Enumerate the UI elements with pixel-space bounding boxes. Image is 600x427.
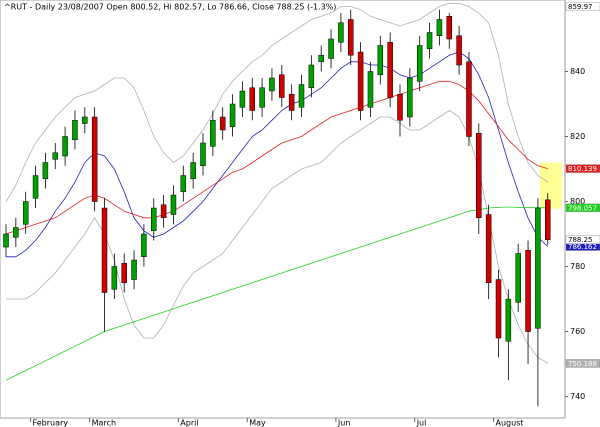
candle-body (485, 214, 492, 284)
candle-body (121, 263, 127, 284)
x-tick-label: Jul (416, 419, 427, 427)
candle-body (141, 233, 147, 258)
candle-body (407, 77, 413, 118)
candle-body (357, 51, 364, 111)
chart-title: ^RUT - Daily 23/08/2007 Open 800.52, Hi … (4, 3, 336, 12)
candle-body (279, 74, 285, 98)
candle-body (318, 55, 324, 63)
candle-body (111, 266, 118, 290)
candle-body (82, 116, 88, 124)
candle-body (210, 120, 216, 147)
candle-body (190, 162, 196, 180)
candle-body (288, 94, 295, 111)
candle-body (13, 227, 19, 238)
candle-body (535, 207, 541, 329)
candle-body (151, 207, 157, 232)
candle-body (328, 38, 334, 59)
x-tick-label: May (249, 419, 266, 427)
candle-body (338, 22, 344, 43)
candle-body (545, 199, 551, 240)
candle-body (22, 201, 29, 225)
candle-body (131, 259, 137, 280)
candle-body (505, 298, 512, 342)
overlay-line (5, 2, 549, 202)
series-end-label: 750.188 (568, 360, 597, 368)
series-end-label-bg (565, 164, 600, 173)
close-label-bg (565, 235, 600, 244)
candle-body (456, 35, 462, 66)
y-tick-label: 740 (570, 392, 585, 401)
candle-body (72, 120, 78, 141)
candle-body (229, 103, 236, 128)
candle-body (239, 90, 246, 108)
candle-body (348, 19, 354, 56)
series-end-label: 798.057 (568, 204, 597, 212)
x-tick-label: Jun (337, 419, 351, 427)
series-end-label: 810.139 (568, 165, 597, 173)
candle-body (259, 87, 265, 108)
candle-body (525, 250, 531, 332)
x-tick-label: April (180, 419, 198, 427)
series-end-label-bg (565, 359, 600, 368)
candle-body (446, 16, 452, 40)
candle-body (42, 162, 49, 180)
x-tick-label: March (92, 419, 116, 427)
candle-body (466, 61, 472, 137)
overlay-line (5, 206, 548, 381)
y-tick-label: 760 (570, 327, 585, 336)
candle-body (515, 253, 521, 303)
candle-body (249, 87, 255, 111)
candle-body (32, 175, 39, 199)
high-marker-label: 859.97 (568, 3, 593, 11)
candle-body (476, 133, 482, 219)
high-marker-label-bg (565, 2, 600, 11)
highlight (539, 162, 562, 209)
candle-body (91, 116, 98, 202)
candle-body (219, 116, 226, 131)
candle-body (180, 175, 187, 193)
candle-body (269, 77, 275, 92)
y-tick-label: 840 (570, 67, 585, 76)
candle-body (52, 152, 58, 160)
series-end-label-bg (565, 203, 600, 213)
x-tick-label: February (33, 419, 69, 427)
candle-body (160, 204, 167, 219)
y-tick-label: 780 (570, 262, 585, 271)
candle-body (367, 71, 374, 108)
candle-body (101, 207, 108, 293)
candle-body (200, 142, 206, 167)
candle-body (3, 233, 9, 248)
series-end-label: 786.162 (568, 243, 597, 251)
y-tick-label: 800 (570, 197, 585, 206)
candle-body (62, 136, 68, 157)
overlay-line (6, 110, 549, 364)
candle-body (308, 64, 315, 89)
candle-body (298, 84, 305, 108)
x-tick-label: August (496, 419, 524, 427)
candle-body (397, 94, 403, 121)
close-label: 788.25 (568, 236, 593, 244)
candle-body (495, 279, 502, 339)
candle-body (426, 32, 433, 50)
candle-body (416, 45, 423, 82)
candle-body (436, 19, 443, 37)
candle-body (377, 45, 384, 76)
y-tick-label: 820 (570, 132, 585, 141)
candle-body (170, 194, 177, 215)
candle-body (387, 42, 393, 98)
